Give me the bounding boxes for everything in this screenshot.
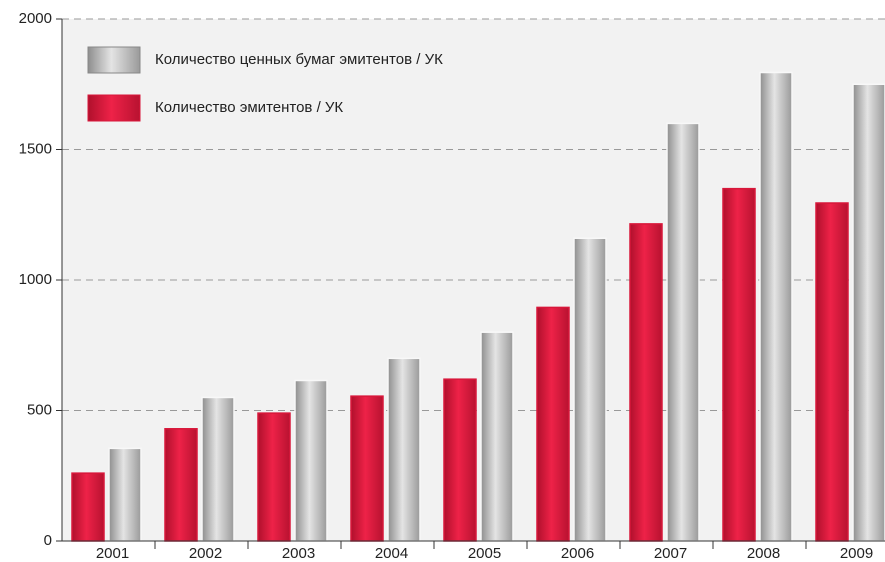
bar <box>257 412 291 542</box>
bar <box>666 122 700 542</box>
bar <box>350 395 384 542</box>
bar <box>164 428 198 542</box>
legend-label: Количество эмитентов / УК <box>155 99 343 116</box>
bar <box>815 202 849 542</box>
x-tick-label: 2006 <box>561 545 594 562</box>
bar <box>387 357 421 542</box>
bar <box>629 223 663 542</box>
bar <box>294 379 328 542</box>
legend-swatch <box>87 94 141 122</box>
legend-label: Количество ценных бумаг эмитентов / УК <box>155 51 443 68</box>
y-tick-label: 1500 <box>19 140 52 157</box>
x-tick-label: 2003 <box>282 545 315 562</box>
y-tick-label: 2000 <box>19 10 52 27</box>
bar <box>536 306 570 542</box>
y-tick-label: 1000 <box>19 271 52 288</box>
x-tick-label: 2008 <box>747 545 780 562</box>
bar <box>480 331 514 542</box>
x-tick-label: 2005 <box>468 545 501 562</box>
bar <box>759 71 793 542</box>
x-tick-label: 2002 <box>189 545 222 562</box>
bar <box>852 83 885 542</box>
bar <box>722 187 756 542</box>
x-tick-label: 2004 <box>375 545 408 562</box>
bar <box>108 447 142 542</box>
bar <box>201 396 235 542</box>
y-tick-label: 0 <box>44 532 52 549</box>
x-tick-label: 2001 <box>96 545 129 562</box>
legend-swatch <box>87 46 141 74</box>
bar <box>573 237 607 542</box>
bar <box>443 378 477 542</box>
bar <box>71 472 105 542</box>
x-tick-label: 2009 <box>840 545 873 562</box>
x-tick-label: 2007 <box>654 545 687 562</box>
y-tick-label: 500 <box>27 401 52 418</box>
